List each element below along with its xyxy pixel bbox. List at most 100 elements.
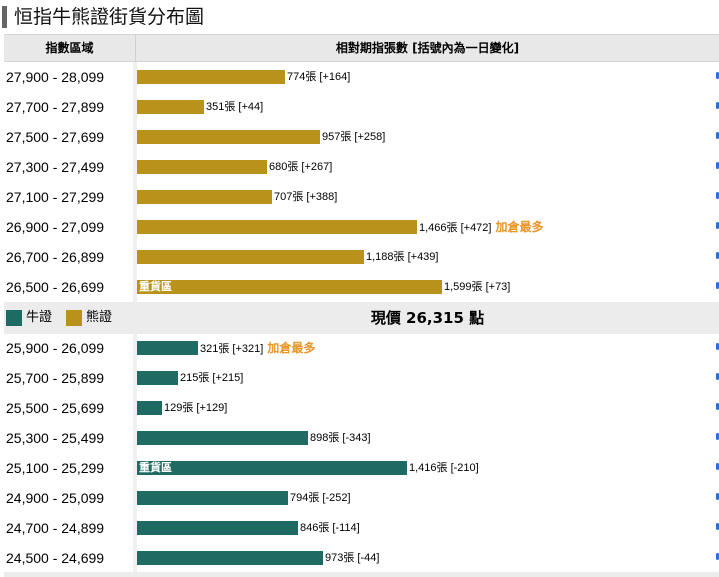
range-label: 26,500 - 26,699 [6,279,105,295]
bar-value-text: 1,466張 [+472] [419,222,492,234]
bar-value-text: 898張 [-343] [310,432,371,444]
bar-value-label: 1,466張 [+472] 加倉最多 [419,212,544,242]
bull-bar [137,341,198,355]
bar-value-text: 794張 [-252] [290,492,351,504]
bar-value-text: 1,188張 [+439] [366,251,439,263]
bear-legend-swatch [66,310,82,326]
range-label: 26,900 - 27,099 [6,219,105,235]
row-marker [716,553,719,560]
header-range: 指數區域 [45,41,94,55]
range-label: 27,100 - 27,299 [6,189,105,205]
bull-row: 24,700 - 24,899 846張 [-114] [0,513,719,543]
range-label: 25,700 - 25,899 [6,370,105,386]
header-relative: 相對期指張數 [括號內為一日變化] [335,41,520,55]
bear-bar: 重貨區 [137,280,442,294]
row-marker [716,222,719,229]
bull-bar [137,551,323,565]
header-divider [135,35,136,61]
bear-bar [137,220,417,234]
table-header: 指數區域 相對期指張數 [括號內為一日變化] [4,34,719,62]
bull-row: 25,100 - 25,299 重貨區 1,416張 [-210] [0,453,719,483]
bear-row: 27,300 - 27,499 680張 [+267] [0,152,719,182]
bar-value-text: 215張 [+215] [180,372,244,384]
bar-value-label: 129張 [+129] [164,393,227,423]
title-row: 恒指牛熊證街貨分布圖 [0,0,719,34]
bear-bar [137,70,285,84]
title-marker [2,6,7,28]
bar-value-label: 707張 [+388] [274,182,337,212]
current-price: 現價 26,315 點 [370,309,485,327]
range-label: 25,900 - 26,099 [6,340,105,356]
row-marker [716,132,719,139]
bar-value-label: 898張 [-343] [310,423,371,453]
bull-bar: 重貨區 [137,461,407,475]
bottom-border [4,572,719,577]
bar-value-text: 957張 [+258] [322,131,386,143]
bar-value-label: 1,599張 [+73] [444,272,510,302]
bar-value-label: 846張 [-114] [300,513,360,543]
row-marker [716,252,719,259]
bull-row: 25,500 - 25,699 129張 [+129] [0,393,719,423]
bar-value-label: 1,188張 [+439] [366,242,438,272]
bear-legend-label: 熊證 [86,310,113,325]
bar-value-label: 351張 [+44] [206,92,263,122]
heavy-zone-label: 重貨區 [139,461,172,474]
bar-value-label: 794張 [-252] [290,483,351,513]
bar-value-text: 973張 [-44] [325,552,380,564]
bull-bar [137,431,308,445]
range-label: 24,900 - 25,099 [6,490,105,506]
bear-row: 27,900 - 28,099 774張 [+164] [0,62,719,92]
bear-bar [137,100,204,114]
bar-value-label: 1,416張 [-210] [409,453,479,483]
bar-value-text: 774張 [+164] [287,71,351,83]
row-marker [716,373,719,380]
bar-value-text: 321張 [+321] [200,343,264,355]
bar-value-text: 351張 [+44] [206,101,264,113]
row-marker [716,343,719,350]
row-marker [716,493,719,500]
range-label: 27,900 - 28,099 [6,69,105,85]
bear-bar [137,130,320,144]
bull-legend-label: 牛證 [26,310,53,325]
heavy-zone-label: 重貨區 [139,280,172,293]
bear-row: 26,500 - 26,699 重貨區 1,599張 [+73] [0,272,719,302]
bear-row: 27,700 - 27,899 351張 [+44] [0,92,719,122]
bar-value-label: 774張 [+164] [287,62,350,92]
range-label: 27,500 - 27,699 [6,129,105,145]
range-label: 26,700 - 26,899 [6,249,105,265]
bar-value-label: 973張 [-44] [325,543,379,573]
bar-value-text: 1,416張 [-210] [409,462,479,474]
bull-row: 24,900 - 25,099 794張 [-252] [0,483,719,513]
bar-value-label: 957張 [+258] [322,122,385,152]
bear-bar [137,190,272,204]
bull-row: 24,500 - 24,699 973張 [-44] [0,543,719,573]
bar-value-label: 680張 [+267] [269,152,332,182]
bar-value-text: 1,599張 [+73] [444,281,511,293]
bar-value-text: 680張 [+267] [269,161,333,173]
row-marker [716,403,719,410]
most-added-flag: 加倉最多 [495,220,544,234]
row-marker [716,162,719,169]
bear-row: 26,900 - 27,099 1,466張 [+472] 加倉最多 [0,212,719,242]
bear-row: 27,500 - 27,699 957張 [+258] [0,122,719,152]
range-label: 25,500 - 25,699 [6,400,105,416]
bar-value-text: 129張 [+129] [164,402,228,414]
bar-value-text: 707張 [+388] [274,191,338,203]
row-marker [716,72,719,79]
most-added-flag: 加倉最多 [267,341,316,355]
bar-value-label: 321張 [+321] 加倉最多 [200,333,315,363]
bar-value-label: 215張 [+215] [180,363,243,393]
bear-row: 27,100 - 27,299 707張 [+388] [0,182,719,212]
row-marker [716,523,719,530]
bear-bar [137,250,364,264]
current-price-band: 牛證 熊證 現價 26,315 點 [4,302,719,334]
range-label: 27,300 - 27,499 [6,159,105,175]
page-title: 恒指牛熊證街貨分布圖 [14,6,205,28]
row-marker [716,463,719,470]
range-label: 24,700 - 24,899 [6,520,105,536]
row-marker [716,282,719,289]
bull-bar [137,401,162,415]
range-label: 24,500 - 24,699 [6,550,105,566]
bull-bar [137,521,298,535]
range-label: 25,300 - 25,499 [6,430,105,446]
